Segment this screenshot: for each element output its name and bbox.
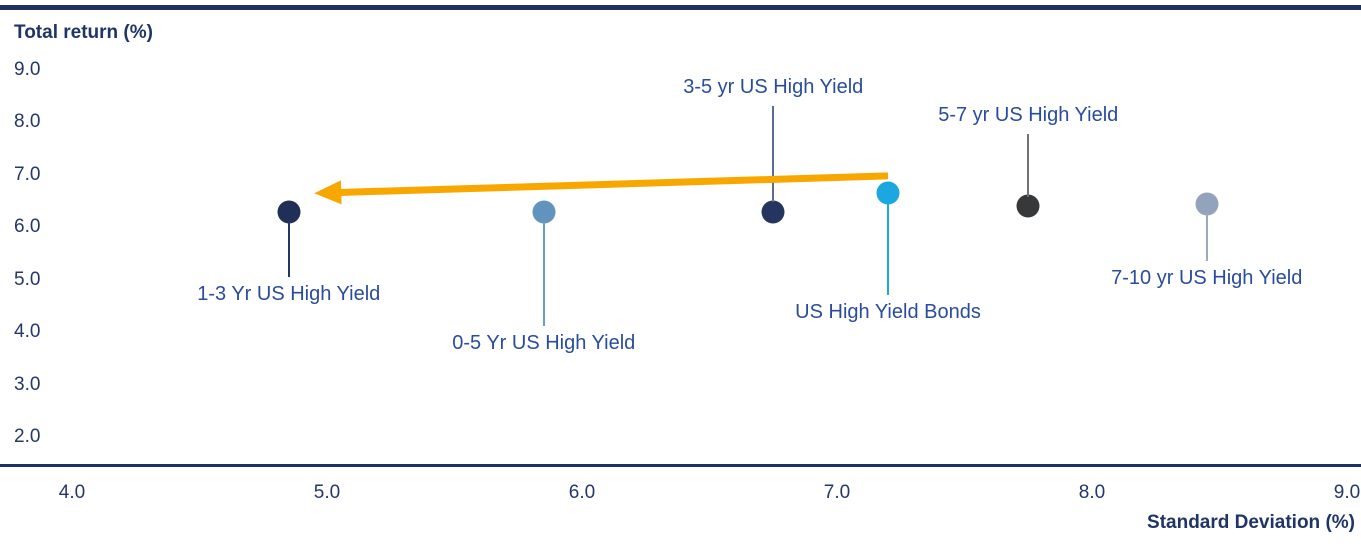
leader-line	[542, 221, 545, 326]
data-point-label: 3-5 yr US High Yield	[683, 75, 864, 98]
top-border-rule	[0, 5, 1361, 10]
leader-line	[772, 105, 775, 203]
x-tick-label: 5.0	[313, 482, 341, 503]
arrow-shaft	[335, 172, 889, 197]
x-tick-label: 9.0	[1333, 482, 1361, 503]
data-point-dot	[1016, 194, 1040, 218]
y-tick-label: 4.0	[14, 321, 41, 343]
leader-line	[1027, 134, 1030, 197]
leader-line	[1205, 213, 1208, 261]
leader-line	[287, 221, 290, 277]
data-point-label: 0-5 Yr US High Yield	[452, 331, 636, 354]
data-point-dot	[761, 200, 785, 224]
x-tick-label: 4.0	[58, 482, 86, 503]
y-tick-label: 6.0	[14, 216, 41, 238]
data-point-dot	[876, 181, 900, 205]
y-tick-label: 3.0	[14, 373, 41, 395]
data-point-label: US High Yield Bonds	[795, 301, 981, 324]
y-tick-label: 2.0	[14, 426, 41, 447]
leader-line	[887, 202, 889, 296]
data-point-dot	[532, 200, 556, 224]
x-axis-line	[0, 464, 1361, 467]
x-tick-label: 8.0	[1078, 482, 1106, 503]
data-point-dot	[1195, 192, 1219, 216]
y-axis-title: Total return (%)	[14, 22, 153, 43]
y-tick-label: 7.0	[14, 163, 41, 185]
y-tick-label: 5.0	[14, 268, 41, 290]
y-tick-label: 9.0	[14, 59, 41, 80]
x-axis-title: Standard Deviation (%)	[1147, 512, 1355, 533]
data-point-label: 5-7 yr US High Yield	[938, 104, 1119, 127]
data-point-label: 7-10 yr US High Yield	[1111, 266, 1303, 289]
data-point-dot	[277, 200, 301, 224]
data-point-label: 1-3 Yr US High Yield	[197, 282, 381, 305]
x-tick-label: 7.0	[823, 482, 851, 503]
y-tick-label: 8.0	[14, 111, 41, 133]
x-tick-label: 6.0	[568, 482, 596, 503]
arrow-head	[314, 180, 342, 205]
